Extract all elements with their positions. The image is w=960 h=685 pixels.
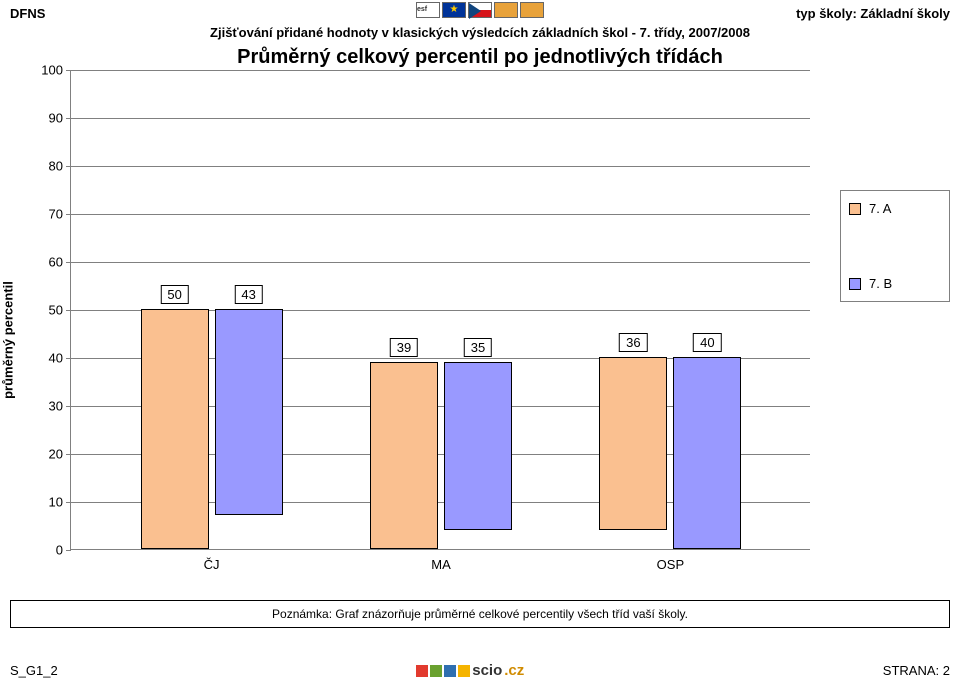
legend-label-b: 7. B <box>869 276 892 291</box>
esf-icon: esf <box>416 2 440 18</box>
y-tick-label: 70 <box>49 207 63 222</box>
bar: 39 <box>370 362 438 549</box>
y-tick-label: 100 <box>41 63 63 78</box>
bar: 35 <box>444 362 512 530</box>
y-tick-mark <box>66 406 71 407</box>
logo-square-1 <box>416 665 428 677</box>
y-tick-label: 20 <box>49 447 63 462</box>
logo-text: scio <box>472 662 502 679</box>
category-label: MA <box>431 557 451 572</box>
gridline <box>71 166 810 167</box>
y-tick-label: 50 <box>49 303 63 318</box>
cz-flag-icon <box>468 2 492 18</box>
y-tick-mark <box>66 310 71 311</box>
logo-square-4 <box>458 665 470 677</box>
category-label: ČJ <box>204 557 220 572</box>
logo-square-3 <box>444 665 456 677</box>
legend-label-a: 7. A <box>869 201 891 216</box>
footnote: Poznámka: Graf znázorňuje průměrné celko… <box>10 600 950 628</box>
chart: průměrný percentil 010203040506070809010… <box>10 70 950 610</box>
category-label: OSP <box>657 557 684 572</box>
logo-tld: .cz <box>504 662 524 679</box>
y-tick-mark <box>66 502 71 503</box>
y-tick-label: 10 <box>49 495 63 510</box>
page-number: STRANA: 2 <box>883 663 950 678</box>
bar-value-label: 36 <box>619 333 647 352</box>
y-tick-mark <box>66 166 71 167</box>
y-tick-label: 90 <box>49 111 63 126</box>
gridline <box>71 118 810 119</box>
legend-item-b: 7. B <box>849 276 941 291</box>
page: DFNS typ školy: Základní školy esf Zjišť… <box>0 0 960 685</box>
footer: S_G1_2 scio.cz STRANA: 2 <box>10 662 950 679</box>
y-tick-mark <box>66 358 71 359</box>
y-tick-mark <box>66 454 71 455</box>
y-tick-mark <box>66 214 71 215</box>
gridline <box>71 214 810 215</box>
legend-swatch-a <box>849 203 861 215</box>
bar-value-label: 50 <box>160 285 188 304</box>
category-group: 5043ČJ <box>141 309 283 549</box>
sponsor-icon-2 <box>520 2 544 18</box>
bar-value-label: 43 <box>234 285 262 304</box>
legend-item-a: 7. A <box>849 201 941 216</box>
school-type-value: Základní školy <box>860 6 950 21</box>
chart-title: Průměrný celkový percentil po jednotlivý… <box>10 46 950 69</box>
scio-logo: scio.cz <box>416 662 524 679</box>
eu-flag-icon <box>442 2 466 18</box>
bar: 40 <box>673 357 741 549</box>
y-tick-mark <box>66 262 71 263</box>
gridline <box>71 262 810 263</box>
y-tick-mark <box>66 118 71 119</box>
bar-value-label: 40 <box>693 333 721 352</box>
legend-swatch-b <box>849 278 861 290</box>
bar-value-label: 39 <box>390 338 418 357</box>
y-tick-mark <box>66 550 71 551</box>
legend: 7. A 7. B <box>840 190 950 302</box>
y-tick-label: 30 <box>49 399 63 414</box>
school-type: typ školy: Základní školy <box>796 6 950 21</box>
footer-code: S_G1_2 <box>10 663 58 678</box>
category-group: 3640OSP <box>599 357 741 549</box>
y-axis-title: průměrný percentil <box>1 281 16 399</box>
school-type-label: typ školy: <box>796 6 857 21</box>
doc-code-left: DFNS <box>10 6 45 21</box>
logo-square-2 <box>430 665 442 677</box>
y-tick-label: 60 <box>49 255 63 270</box>
plot-area: 01020304050607080901005043ČJ3935MA3640OS… <box>70 70 810 550</box>
header-icons: esf <box>416 2 544 18</box>
bar: 36 <box>599 357 667 530</box>
bar: 50 <box>141 309 209 549</box>
sponsor-icon-1 <box>494 2 518 18</box>
y-tick-label: 80 <box>49 159 63 174</box>
bar: 43 <box>215 309 283 515</box>
page-subtitle: Zjišťování přidané hodnoty v klasických … <box>10 25 950 40</box>
category-group: 3935MA <box>370 362 512 549</box>
y-tick-label: 40 <box>49 351 63 366</box>
bar-value-label: 35 <box>464 338 492 357</box>
y-tick-label: 0 <box>56 543 63 558</box>
